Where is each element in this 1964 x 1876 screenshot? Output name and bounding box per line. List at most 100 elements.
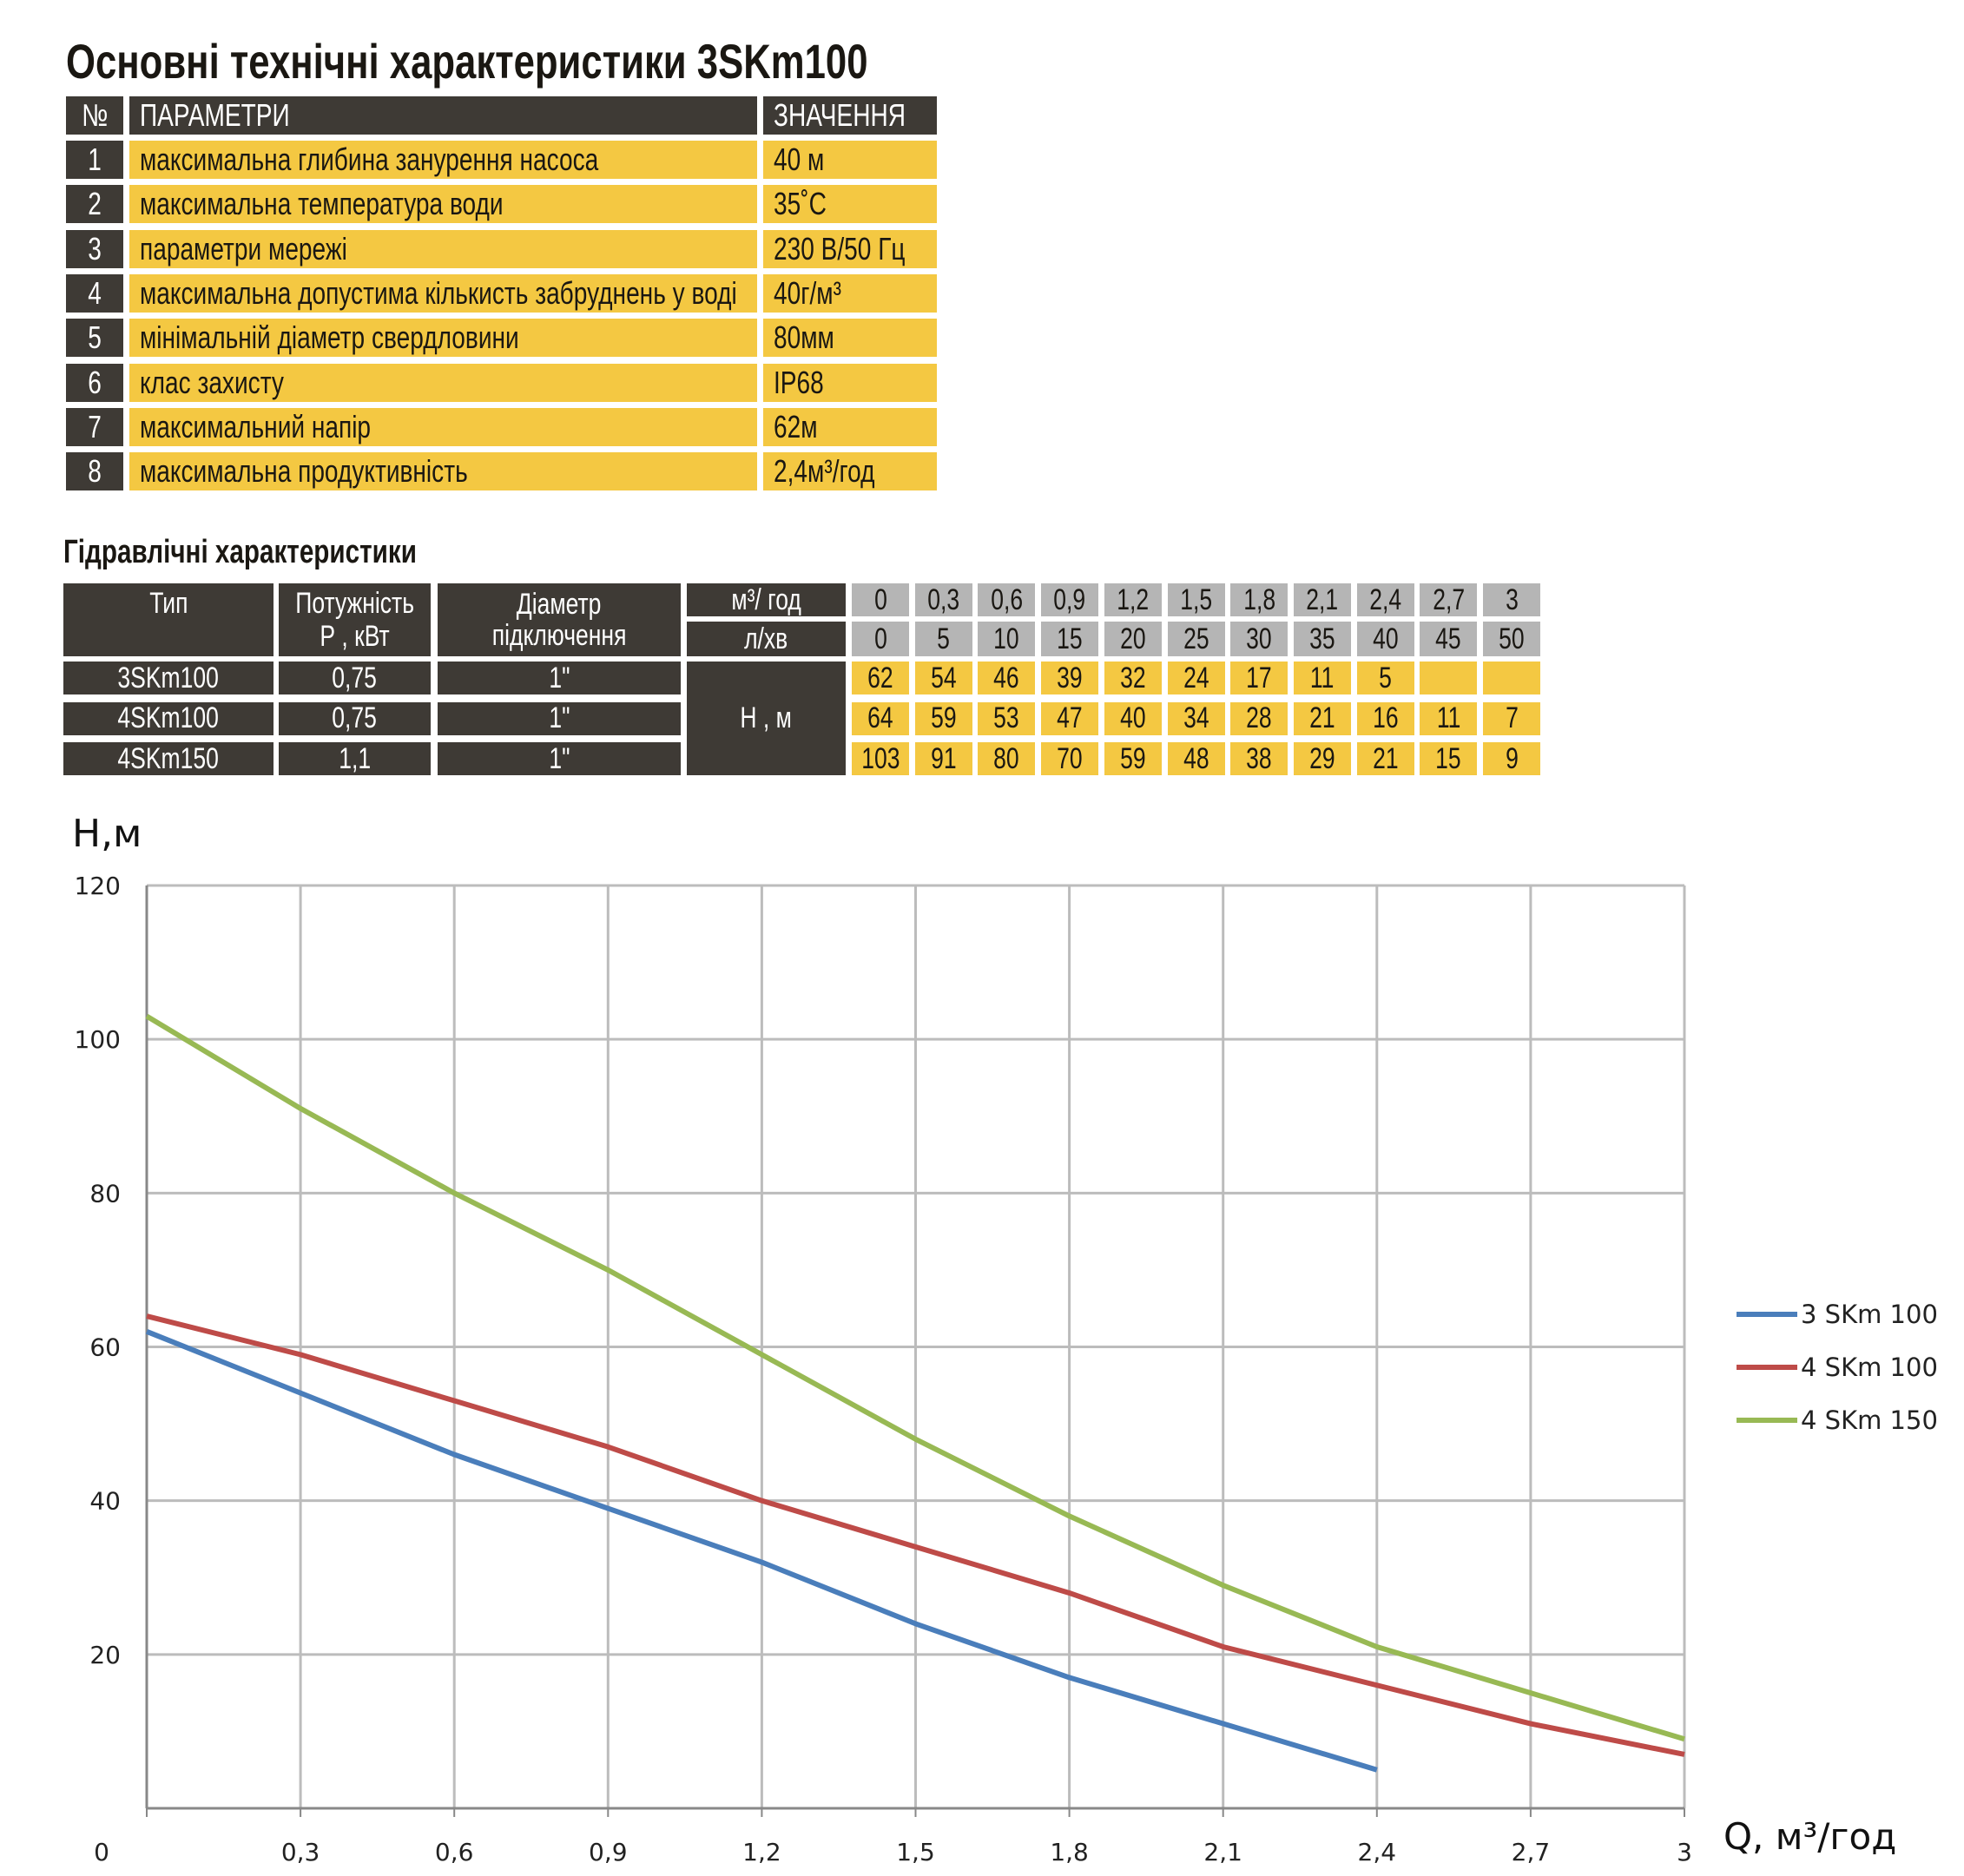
row-value-text: IP68 xyxy=(774,364,824,400)
hydraulic-title: Гідравлічні характеристики xyxy=(63,534,417,570)
row-number: 8 xyxy=(66,452,123,491)
row-value: 40 м xyxy=(763,141,937,179)
x-tick-label: 0,9 xyxy=(589,1838,628,1866)
flow-lmin-cell-text: 0 xyxy=(873,622,887,655)
flow-m3h-cell-text: 0,6 xyxy=(990,583,1023,616)
row-number-text: 2 xyxy=(88,186,102,222)
head-cell-text: 11 xyxy=(1436,701,1461,734)
head-cell: 64 xyxy=(852,701,909,735)
x-tick-label: 2,7 xyxy=(1512,1838,1551,1866)
head-cell: 91 xyxy=(914,742,972,775)
x-tick-label: 0 xyxy=(94,1838,109,1866)
header-parameters: ПАРАМЕТРИ xyxy=(129,96,757,135)
row-parameter-text: максимальна допустима кількисть забрудне… xyxy=(140,274,737,311)
row-value: IP68 xyxy=(763,363,937,402)
head-cell-text: 62 xyxy=(867,661,893,694)
row-number-text: 6 xyxy=(88,364,102,400)
head-cell: 5 xyxy=(1356,662,1414,694)
y-tick-label: 40 xyxy=(89,1487,121,1516)
header-values: ЗНАЧЕННЯ xyxy=(763,96,937,135)
head-cell: 59 xyxy=(914,701,972,735)
row-number-text: 8 xyxy=(88,453,102,490)
head-cell-text: 64 xyxy=(867,701,893,734)
x-tick-label: 2,4 xyxy=(1358,1838,1397,1866)
flow-lmin-cell-text: 20 xyxy=(1120,622,1146,655)
head-cell-text: 24 xyxy=(1183,661,1209,694)
head-cell: 9 xyxy=(1483,742,1540,775)
header-parameters-text: ПАРАМЕТРИ xyxy=(140,97,290,133)
row-parameter-text: максимальна температура води xyxy=(140,186,504,222)
row-value: 80мм xyxy=(763,319,937,358)
row-value: 40г/м³ xyxy=(763,273,937,313)
head-cell: 53 xyxy=(978,701,1036,735)
flow-lmin-cell: 45 xyxy=(1420,622,1478,656)
head-cell: 38 xyxy=(1230,742,1288,775)
flow-m3h-cell: 0,9 xyxy=(1041,583,1099,616)
flow-m3h-cell-text: 2,7 xyxy=(1432,583,1465,616)
x-tick-label: 1,5 xyxy=(896,1838,935,1866)
head-cell: 11 xyxy=(1293,661,1351,694)
series-line xyxy=(145,1014,1685,1742)
y-tick-label: 20 xyxy=(89,1641,121,1669)
head-cell-text: 16 xyxy=(1372,701,1399,734)
head-cell: 16 xyxy=(1356,701,1414,735)
flow-lmin-cell: 50 xyxy=(1483,622,1540,656)
flow-lmin-cell: 10 xyxy=(978,622,1036,656)
flow-lmin-cell-text: 45 xyxy=(1435,622,1462,655)
row-parameter-text: параметри мережі xyxy=(140,230,347,267)
head-cell-text: 34 xyxy=(1183,701,1209,734)
head-cell: 28 xyxy=(1230,701,1288,735)
head-cell: 34 xyxy=(1167,701,1225,735)
row-parameter: максимальна глибина занурення насоса xyxy=(129,141,757,179)
head-cell-text: 11 xyxy=(1310,661,1335,694)
head-cell xyxy=(1420,662,1478,694)
head-cell-text: 47 xyxy=(1057,701,1083,734)
y-tick-label: 120 xyxy=(75,872,121,900)
row-number-text: 4 xyxy=(88,274,102,311)
flow-m3h-cell: 0,6 xyxy=(978,583,1036,616)
pump-power: 1,1 xyxy=(279,742,431,775)
head-cell: 39 xyxy=(1041,662,1099,694)
y-tick-label: 60 xyxy=(89,1333,121,1362)
flow-lmin-cell: 0 xyxy=(852,622,909,656)
head-cell: 24 xyxy=(1167,661,1225,694)
row-parameter: максимальна продуктивність xyxy=(129,452,757,491)
header-flow-lmin-text: л/хв xyxy=(744,622,788,655)
flow-m3h-cell-text: 0,9 xyxy=(1053,583,1086,616)
head-cell: 54 xyxy=(914,662,972,694)
head-cell-text: 40 xyxy=(1120,701,1146,734)
head-cell: 21 xyxy=(1356,742,1414,775)
flow-lmin-cell: 40 xyxy=(1356,622,1414,656)
pump-type: 4SKm150 xyxy=(63,742,274,775)
header-diameter-text: підключення xyxy=(491,619,627,652)
row-number-text: 5 xyxy=(88,319,102,356)
flow-lmin-cell: 35 xyxy=(1293,622,1351,656)
pump-diameter: 1" xyxy=(438,742,681,775)
row-parameter-text: клас захисту xyxy=(140,364,284,400)
series-line xyxy=(146,1313,1685,1757)
row-number-text: 1 xyxy=(88,142,102,177)
flow-m3h-cell: 2,1 xyxy=(1293,583,1351,616)
header-diameter: Діаметр підключення xyxy=(438,583,681,656)
head-cell: 21 xyxy=(1293,701,1351,735)
flow-m3h-cell-text: 0 xyxy=(873,583,887,616)
legend-label: 4 SKm 100 xyxy=(1801,1353,1938,1382)
flow-m3h-cell: 0 xyxy=(852,583,909,616)
header-flow-m3h-text: м³/ год xyxy=(731,583,801,616)
pump-type-text: 4SKm150 xyxy=(117,741,220,775)
row-parameter: клас захисту xyxy=(129,363,757,402)
row-number: 2 xyxy=(66,185,123,224)
head-cell-text: 59 xyxy=(930,701,957,734)
head-cell-text: 46 xyxy=(993,661,1020,694)
x-tick-label: 0,6 xyxy=(435,1838,474,1866)
header-power-text: Потужність xyxy=(295,587,414,620)
head-cell-text: 28 xyxy=(1246,701,1272,734)
row-value-text: 80мм xyxy=(774,319,834,356)
row-value: 2,4м³/год xyxy=(763,452,937,491)
x-axis-label: Q, м³/год xyxy=(1723,1815,1896,1858)
head-cell: 46 xyxy=(978,661,1036,694)
flow-lmin-cell: 30 xyxy=(1230,622,1288,656)
header-head: Н , м xyxy=(687,662,846,775)
flow-m3h-cell-text: 2,4 xyxy=(1369,583,1402,616)
y-tick-label: 80 xyxy=(89,1179,121,1208)
